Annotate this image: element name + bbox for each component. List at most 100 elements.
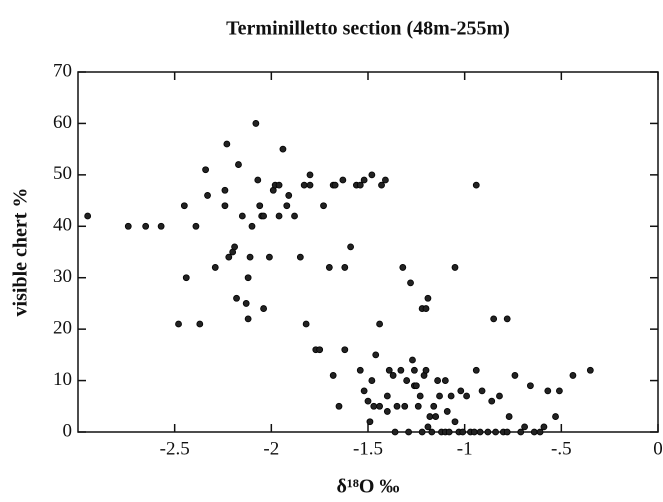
y-axis-label: visible chert % bbox=[10, 188, 32, 317]
point bbox=[503, 315, 511, 323]
point bbox=[242, 300, 250, 307]
point bbox=[341, 264, 349, 271]
point bbox=[364, 397, 372, 405]
point bbox=[422, 366, 430, 374]
point bbox=[376, 320, 384, 328]
x-tick-label: -1.5 bbox=[353, 438, 383, 459]
point bbox=[430, 402, 438, 410]
point bbox=[320, 202, 327, 210]
point bbox=[428, 428, 436, 436]
point bbox=[246, 253, 254, 261]
point bbox=[393, 402, 401, 410]
point bbox=[476, 428, 484, 436]
y-tick-label: 40 bbox=[53, 215, 72, 236]
point bbox=[492, 428, 500, 436]
x-axis-label: δ¹⁸O ‰ bbox=[337, 476, 400, 498]
point bbox=[283, 202, 291, 210]
point bbox=[370, 402, 378, 410]
point bbox=[443, 408, 451, 415]
point bbox=[422, 305, 430, 312]
point bbox=[409, 356, 416, 364]
point bbox=[424, 423, 432, 431]
point bbox=[459, 428, 467, 436]
point bbox=[260, 212, 268, 220]
y-tick-label: 50 bbox=[53, 163, 72, 184]
point bbox=[202, 166, 210, 174]
point bbox=[472, 366, 480, 374]
point bbox=[368, 377, 376, 384]
point bbox=[399, 264, 407, 271]
point bbox=[407, 279, 414, 287]
point bbox=[472, 181, 480, 189]
point bbox=[366, 418, 374, 426]
point bbox=[221, 186, 229, 194]
point bbox=[84, 212, 92, 220]
point bbox=[451, 418, 459, 426]
point bbox=[248, 222, 256, 230]
point bbox=[360, 176, 368, 184]
point bbox=[182, 274, 190, 282]
point bbox=[221, 202, 229, 210]
point bbox=[244, 315, 252, 323]
point bbox=[211, 264, 219, 271]
point bbox=[478, 387, 486, 395]
point bbox=[360, 387, 368, 395]
y-tick-label: 70 bbox=[53, 60, 72, 81]
point bbox=[556, 387, 563, 395]
point bbox=[432, 413, 440, 420]
point bbox=[376, 402, 384, 410]
point bbox=[490, 315, 498, 323]
point bbox=[511, 372, 519, 379]
y-tick-label: 20 bbox=[53, 318, 72, 339]
point bbox=[256, 202, 264, 210]
y-tick-label: 60 bbox=[53, 112, 72, 133]
point bbox=[383, 392, 391, 400]
point bbox=[331, 181, 339, 189]
point bbox=[441, 377, 449, 384]
point bbox=[521, 423, 528, 431]
point bbox=[517, 428, 525, 436]
point bbox=[405, 428, 413, 436]
point bbox=[540, 423, 548, 431]
point bbox=[378, 181, 385, 189]
point bbox=[175, 320, 182, 328]
point bbox=[192, 222, 200, 230]
point bbox=[233, 294, 240, 302]
point bbox=[445, 428, 453, 436]
point bbox=[275, 212, 283, 220]
point bbox=[397, 366, 405, 374]
point bbox=[569, 372, 577, 379]
y-tick-label: 30 bbox=[53, 266, 72, 287]
point bbox=[142, 222, 150, 230]
point bbox=[552, 413, 559, 420]
point bbox=[527, 382, 534, 390]
point bbox=[291, 212, 298, 220]
point bbox=[260, 305, 268, 312]
point bbox=[279, 145, 287, 153]
point bbox=[339, 176, 347, 184]
point bbox=[544, 387, 552, 395]
point bbox=[347, 243, 355, 251]
point bbox=[389, 372, 397, 379]
point bbox=[252, 120, 260, 127]
point bbox=[385, 366, 393, 374]
point bbox=[325, 264, 333, 271]
point bbox=[586, 366, 594, 374]
point bbox=[180, 202, 188, 210]
point bbox=[410, 366, 418, 374]
point bbox=[372, 351, 380, 359]
point bbox=[316, 346, 324, 354]
point bbox=[300, 181, 308, 189]
point bbox=[275, 181, 283, 189]
point bbox=[536, 428, 544, 436]
point bbox=[285, 192, 293, 199]
point bbox=[368, 171, 376, 179]
point bbox=[484, 428, 492, 436]
point bbox=[503, 428, 511, 436]
point bbox=[447, 392, 455, 400]
point bbox=[335, 402, 343, 410]
point bbox=[124, 222, 132, 230]
point bbox=[381, 176, 389, 184]
point bbox=[401, 402, 409, 410]
